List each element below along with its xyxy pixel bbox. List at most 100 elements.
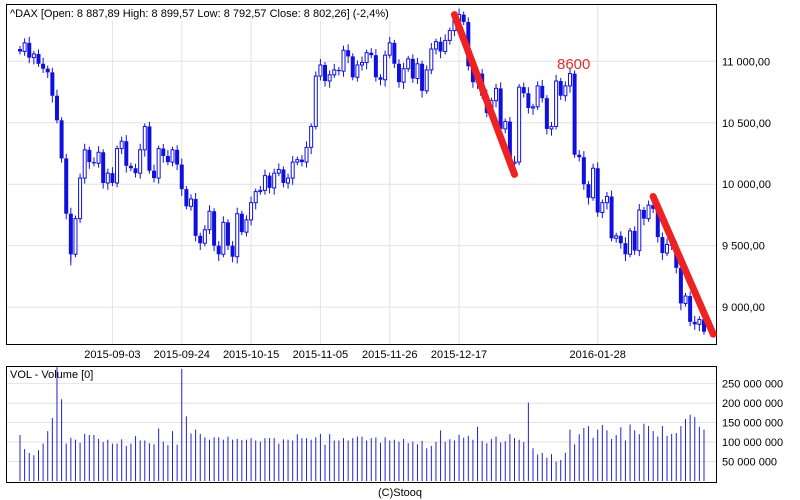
candle (618, 231, 623, 249)
candle (521, 82, 526, 98)
candle (179, 158, 184, 196)
candle (336, 66, 341, 76)
candle (193, 192, 198, 242)
candle (258, 185, 263, 195)
candle (156, 145, 161, 184)
candle (304, 141, 309, 168)
candle (45, 65, 50, 78)
candle (202, 225, 207, 247)
candle (138, 143, 143, 179)
candle (221, 216, 226, 258)
candle (309, 123, 314, 155)
candle (295, 156, 300, 166)
candle (438, 37, 443, 59)
candle (198, 232, 203, 250)
trend-line (649, 193, 717, 338)
candle (54, 89, 59, 124)
candle (230, 241, 235, 263)
candle (604, 191, 609, 210)
legend-bg (7, 5, 407, 21)
candle (424, 65, 429, 94)
candle (549, 121, 554, 136)
volume-bars (19, 367, 705, 481)
volume-y-tick-label: 100 000 000 (722, 437, 783, 449)
candle (540, 79, 545, 103)
candle (406, 55, 411, 72)
volume-y-tick-label: 250 000 000 (722, 379, 783, 391)
price-legend: ^DAX [Open: 8 887,89 High: 8 899,57 Low:… (10, 8, 389, 20)
candle (420, 60, 425, 98)
candle (517, 84, 522, 166)
candle (152, 164, 157, 183)
candle (628, 227, 633, 258)
candle (27, 36, 32, 64)
annotation-label: 8600 (557, 56, 590, 73)
candle (216, 241, 221, 262)
candle (341, 45, 346, 77)
candle (101, 149, 106, 189)
candle (526, 87, 531, 114)
candle (124, 135, 129, 173)
candle (36, 49, 41, 67)
candle (572, 70, 577, 158)
candle (115, 145, 120, 188)
candle (443, 34, 448, 55)
price-y-axis: 9 000,00 9 500,00 10 000,00 10 500,00 11 000… (722, 56, 771, 314)
volume-y-tick-label: 150 000 000 (722, 418, 783, 430)
candle (433, 38, 438, 55)
candle (692, 315, 697, 330)
candle (91, 157, 96, 167)
candle (364, 49, 369, 70)
candle (105, 168, 110, 190)
candle (591, 163, 596, 201)
price-y-tick-label: 9 500,00 (722, 241, 765, 253)
x-tick-label: 2015-09-24 (154, 349, 210, 361)
candle (286, 173, 291, 189)
price-y-tick-label: 11 000,00 (722, 56, 770, 68)
candle (96, 146, 101, 168)
candle (235, 207, 240, 264)
x-tick-label: 2015-10-15 (223, 349, 279, 361)
candle (119, 136, 124, 155)
candle (660, 232, 665, 260)
candle (632, 226, 637, 255)
candle (373, 49, 378, 82)
x-tick-label: 2015-11-05 (293, 349, 348, 361)
price-y-tick-label: 9 000,00 (722, 302, 765, 314)
candle (133, 163, 138, 178)
candle (142, 123, 147, 157)
candle (64, 153, 69, 220)
candle (327, 70, 332, 88)
candle (272, 168, 277, 195)
candle (147, 121, 152, 174)
candle (360, 56, 364, 71)
candle (563, 81, 568, 102)
candle (225, 219, 230, 250)
candle (59, 117, 64, 163)
candle (447, 27, 452, 45)
price-y-tick-label: 10 500,00 (722, 118, 771, 130)
candle (346, 44, 351, 64)
candle (73, 215, 78, 258)
candle (396, 59, 401, 88)
candle (332, 63, 337, 78)
candle (609, 190, 614, 242)
candle (267, 172, 272, 194)
volume-y-tick-label: 200 000 000 (722, 398, 783, 410)
candle (665, 238, 670, 257)
candle (554, 74, 559, 130)
candle (378, 74, 383, 86)
candle (165, 149, 170, 166)
candle (184, 186, 189, 210)
candle (350, 53, 355, 81)
candle (544, 95, 549, 135)
candle (461, 11, 466, 26)
candle (410, 54, 415, 83)
candle (392, 39, 397, 69)
candle (87, 146, 92, 169)
candle (82, 143, 87, 184)
volume-legend: VOL - Volume [0] (10, 369, 93, 381)
candle (503, 118, 508, 134)
candle (299, 155, 304, 167)
